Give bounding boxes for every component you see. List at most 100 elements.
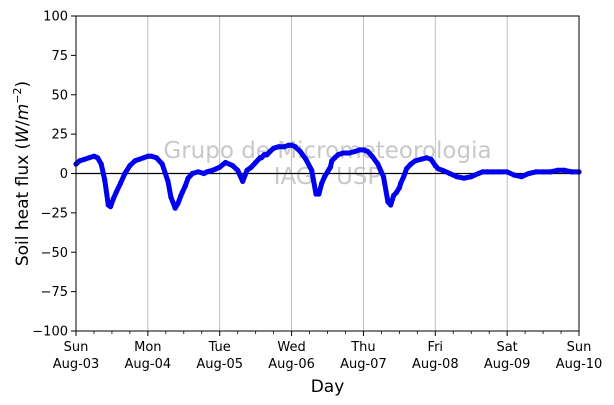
data-point bbox=[412, 158, 418, 164]
x-tick-label: Sun Aug-03 bbox=[53, 340, 100, 372]
data-point bbox=[396, 185, 402, 191]
data-point bbox=[189, 170, 195, 177]
data-point bbox=[447, 170, 453, 177]
data-point bbox=[110, 196, 116, 202]
data-point bbox=[369, 153, 375, 159]
y-tick-label: 25 bbox=[51, 128, 68, 143]
y-tick-label: −100 bbox=[32, 325, 68, 340]
data-point bbox=[179, 189, 185, 195]
data-point bbox=[136, 156, 142, 162]
data-point bbox=[346, 150, 352, 156]
data-point bbox=[222, 159, 229, 166]
data-point bbox=[82, 156, 88, 162]
y-tick-label: 100 bbox=[43, 10, 68, 25]
data-point bbox=[98, 161, 104, 167]
data-point bbox=[398, 180, 404, 186]
data-point bbox=[77, 158, 83, 164]
data-point bbox=[182, 183, 188, 189]
data-point bbox=[297, 148, 303, 155]
y-tick-label: −50 bbox=[41, 246, 68, 261]
x-axis-label: Day bbox=[311, 377, 345, 397]
y-tick-label: −25 bbox=[41, 206, 68, 221]
data-point bbox=[484, 169, 490, 175]
x-tick-label: Tue Aug-05 bbox=[196, 340, 243, 372]
data-point bbox=[439, 167, 446, 173]
data-point bbox=[511, 172, 517, 178]
data-point bbox=[292, 144, 298, 150]
x-tick-label: Thu Aug-07 bbox=[340, 340, 387, 372]
data-point bbox=[122, 170, 128, 177]
data-point bbox=[303, 156, 309, 162]
data-point bbox=[107, 204, 114, 210]
x-tick-label: Sun Aug-10 bbox=[556, 340, 603, 372]
data-point bbox=[102, 177, 108, 183]
data-point bbox=[490, 169, 496, 175]
data-point bbox=[408, 161, 414, 167]
data-point bbox=[380, 174, 387, 180]
x-tick-label: Mon Aug-04 bbox=[125, 340, 172, 372]
data-point bbox=[340, 150, 346, 156]
y-axis-label-close: ) bbox=[13, 81, 33, 88]
data-point bbox=[428, 156, 434, 162]
data-point bbox=[235, 167, 241, 173]
data-point bbox=[324, 169, 331, 175]
data-point bbox=[185, 175, 191, 181]
data-point bbox=[403, 166, 410, 172]
data-point bbox=[322, 174, 328, 180]
data-point bbox=[454, 174, 460, 180]
data-point bbox=[332, 155, 338, 161]
y-axis-ticks: 100 75 50 25 0 −25 −50 −75 −100 bbox=[32, 10, 76, 340]
data-point bbox=[327, 164, 333, 170]
data-point bbox=[253, 159, 259, 166]
data-point bbox=[113, 189, 119, 195]
data-point bbox=[352, 148, 358, 155]
y-tick-label: 50 bbox=[51, 88, 68, 103]
data-point bbox=[127, 163, 133, 169]
data-point bbox=[267, 148, 273, 155]
data-point bbox=[95, 155, 101, 161]
data-point bbox=[547, 169, 553, 175]
data-point bbox=[504, 169, 510, 175]
y-axis-label-unit-w: W bbox=[13, 125, 33, 143]
data-point bbox=[365, 148, 371, 155]
data-point bbox=[468, 174, 474, 180]
data-point bbox=[418, 156, 424, 162]
series-group bbox=[73, 142, 582, 211]
data-point bbox=[118, 180, 124, 186]
data-point bbox=[309, 167, 315, 173]
data-point bbox=[153, 155, 160, 161]
data-point bbox=[554, 167, 561, 173]
y-axis-label-main: Soil heat flux ( bbox=[13, 143, 33, 266]
data-point bbox=[230, 163, 236, 169]
data-point bbox=[540, 169, 546, 175]
data-point bbox=[195, 169, 201, 175]
data-point bbox=[375, 161, 381, 167]
data-point bbox=[132, 158, 138, 164]
x-tick-label: Wed Aug-06 bbox=[268, 340, 315, 372]
watermark-line-1: Grupo de Micrometeorologia bbox=[163, 138, 491, 164]
data-point bbox=[461, 175, 467, 181]
y-axis-label-unit-exp: −2 bbox=[11, 87, 24, 103]
data-point bbox=[172, 205, 178, 211]
data-point bbox=[175, 200, 181, 206]
data-point bbox=[168, 194, 174, 200]
data-point bbox=[526, 170, 532, 177]
data-point bbox=[401, 174, 407, 180]
data-point bbox=[148, 153, 154, 159]
y-tick-label: −75 bbox=[41, 285, 68, 300]
data-point bbox=[271, 145, 277, 151]
y-axis-label-unit-m: m bbox=[13, 104, 33, 121]
data-point bbox=[393, 189, 400, 195]
data-point bbox=[244, 167, 250, 173]
y-axis-label-unit-slash: / bbox=[13, 120, 33, 126]
data-point bbox=[217, 164, 223, 170]
data-point bbox=[424, 155, 430, 161]
data-point bbox=[562, 167, 568, 173]
data-point bbox=[480, 169, 486, 175]
data-point bbox=[518, 174, 525, 180]
x-tick-label: Sat Aug-09 bbox=[484, 340, 531, 372]
data-point bbox=[569, 169, 575, 175]
data-point bbox=[435, 166, 441, 172]
data-point bbox=[86, 155, 92, 161]
